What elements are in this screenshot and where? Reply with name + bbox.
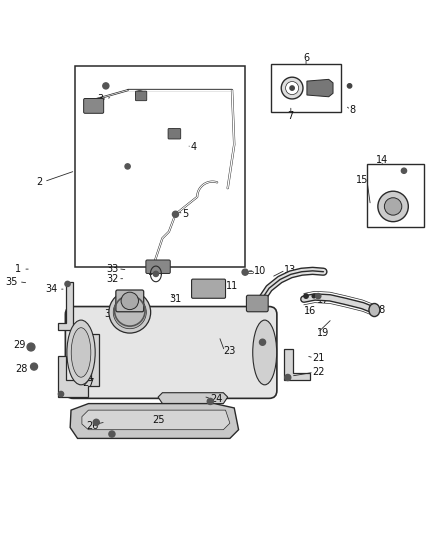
Text: 13: 13 bbox=[284, 265, 297, 275]
Text: 34: 34 bbox=[46, 284, 58, 294]
Bar bbox=[75, 66, 245, 266]
Text: 25: 25 bbox=[152, 415, 164, 425]
Text: 10: 10 bbox=[254, 266, 266, 276]
Text: 8: 8 bbox=[350, 105, 356, 115]
Circle shape bbox=[109, 292, 151, 333]
Circle shape bbox=[58, 391, 64, 397]
Text: 19: 19 bbox=[317, 328, 329, 337]
FancyBboxPatch shape bbox=[135, 91, 147, 101]
Text: 6: 6 bbox=[303, 53, 309, 62]
Ellipse shape bbox=[369, 303, 380, 317]
Circle shape bbox=[113, 296, 146, 329]
Bar bbox=[367, 164, 424, 228]
FancyBboxPatch shape bbox=[84, 99, 104, 114]
Ellipse shape bbox=[253, 320, 277, 385]
Text: 17: 17 bbox=[318, 295, 330, 305]
Text: 32: 32 bbox=[106, 273, 119, 284]
Text: 29: 29 bbox=[13, 340, 25, 350]
FancyBboxPatch shape bbox=[168, 128, 181, 139]
Circle shape bbox=[103, 83, 109, 89]
Text: 20: 20 bbox=[265, 338, 277, 348]
Circle shape bbox=[93, 419, 99, 425]
Circle shape bbox=[125, 164, 130, 169]
Circle shape bbox=[153, 271, 159, 277]
Text: 5: 5 bbox=[182, 209, 188, 219]
Text: 3: 3 bbox=[98, 94, 104, 104]
Circle shape bbox=[401, 168, 406, 173]
FancyBboxPatch shape bbox=[247, 295, 268, 312]
Circle shape bbox=[136, 91, 144, 99]
Circle shape bbox=[316, 294, 321, 298]
Text: 31: 31 bbox=[169, 294, 181, 304]
Text: 16: 16 bbox=[304, 306, 316, 316]
Text: 12: 12 bbox=[191, 289, 203, 299]
Circle shape bbox=[385, 198, 402, 215]
Bar bbox=[271, 64, 341, 112]
Text: 33: 33 bbox=[106, 264, 119, 273]
Circle shape bbox=[281, 77, 303, 99]
Circle shape bbox=[259, 339, 265, 345]
Polygon shape bbox=[284, 349, 311, 379]
Circle shape bbox=[290, 86, 294, 90]
FancyBboxPatch shape bbox=[116, 290, 144, 312]
Polygon shape bbox=[70, 403, 239, 439]
Text: 23: 23 bbox=[223, 346, 236, 357]
Circle shape bbox=[31, 363, 38, 370]
Ellipse shape bbox=[71, 328, 91, 377]
Polygon shape bbox=[58, 334, 99, 397]
Text: 35: 35 bbox=[6, 277, 18, 287]
Text: 4: 4 bbox=[191, 142, 197, 152]
Polygon shape bbox=[158, 393, 228, 403]
Ellipse shape bbox=[67, 320, 95, 385]
Text: 2: 2 bbox=[36, 176, 43, 187]
Circle shape bbox=[378, 191, 408, 222]
Text: 11: 11 bbox=[226, 281, 238, 291]
Polygon shape bbox=[307, 79, 333, 97]
Polygon shape bbox=[58, 282, 73, 329]
Text: 1: 1 bbox=[15, 264, 21, 274]
Circle shape bbox=[286, 82, 299, 94]
Circle shape bbox=[121, 292, 138, 310]
Text: 14: 14 bbox=[376, 155, 389, 165]
Text: 21: 21 bbox=[313, 353, 325, 363]
Text: 7: 7 bbox=[288, 111, 294, 122]
FancyBboxPatch shape bbox=[191, 279, 226, 298]
Circle shape bbox=[304, 294, 308, 298]
Circle shape bbox=[65, 281, 70, 287]
Circle shape bbox=[207, 398, 213, 405]
FancyBboxPatch shape bbox=[146, 260, 170, 273]
Text: 18: 18 bbox=[374, 305, 386, 315]
Text: 30: 30 bbox=[105, 309, 117, 319]
Circle shape bbox=[27, 343, 35, 351]
Text: 24: 24 bbox=[210, 394, 223, 404]
Text: 26: 26 bbox=[87, 421, 99, 431]
Text: 22: 22 bbox=[313, 367, 325, 377]
Circle shape bbox=[371, 306, 378, 313]
Text: 27: 27 bbox=[82, 378, 95, 387]
Circle shape bbox=[173, 211, 179, 217]
Circle shape bbox=[242, 269, 248, 275]
Text: 15: 15 bbox=[356, 175, 368, 185]
Circle shape bbox=[109, 431, 115, 437]
Polygon shape bbox=[82, 410, 230, 430]
FancyBboxPatch shape bbox=[65, 306, 277, 398]
Circle shape bbox=[347, 84, 352, 88]
Text: 9: 9 bbox=[147, 267, 153, 277]
Circle shape bbox=[312, 294, 316, 298]
Circle shape bbox=[169, 130, 178, 138]
Text: 28: 28 bbox=[15, 364, 28, 374]
Circle shape bbox=[285, 375, 291, 381]
